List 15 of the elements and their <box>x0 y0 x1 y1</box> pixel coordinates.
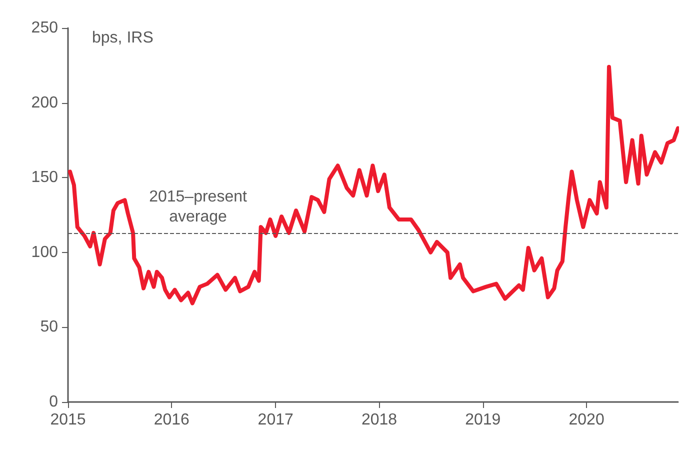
y-axis-title: bps, IRS <box>92 30 154 46</box>
y-tick-label: 50 <box>40 318 58 336</box>
x-tick-label: 2017 <box>258 412 294 428</box>
y-tick-label: 250 <box>31 20 58 36</box>
y-tick-label: 100 <box>31 244 58 261</box>
y-tick-label: 150 <box>31 169 58 186</box>
x-tick-label: 2020 <box>568 412 604 428</box>
line-series <box>68 64 679 306</box>
ref-line-label: 2015–present average <box>149 188 248 226</box>
y-tick-label: 0 <box>49 394 58 410</box>
x-tick-label: 2018 <box>361 412 398 428</box>
y-tick-label: 200 <box>31 94 58 112</box>
x-tick-label: 2019 <box>465 412 501 428</box>
x-tick-label: 2016 <box>154 412 190 428</box>
x-tick-label: 2015 <box>50 412 86 428</box>
